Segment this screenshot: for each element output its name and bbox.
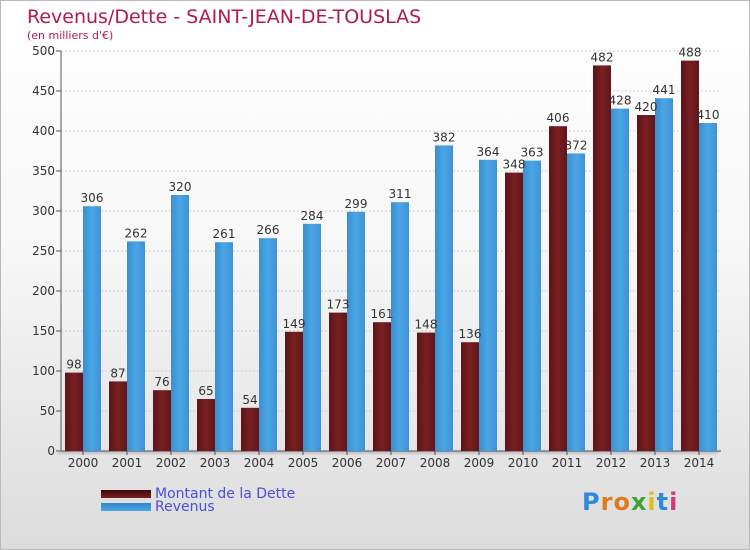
- bar-dette: [65, 372, 83, 451]
- bar-dette: [593, 65, 611, 452]
- data-label-revenus: 428: [609, 94, 632, 108]
- bar-revenus: [83, 206, 101, 451]
- bar-revenus: [391, 202, 409, 451]
- bar-dette: [197, 399, 215, 451]
- data-label-revenus: 266: [257, 223, 280, 237]
- proxiti-logo: Proxiti: [582, 488, 679, 516]
- y-tick-label: 400: [32, 124, 55, 138]
- data-label-dette: 87: [110, 366, 125, 380]
- data-label-dette: 482: [591, 50, 614, 64]
- bar-dette: [373, 322, 391, 451]
- data-label-revenus: 261: [213, 227, 236, 241]
- bar-dette: [549, 126, 567, 451]
- x-tick-label: 2001: [112, 456, 143, 470]
- y-tick-label: 450: [32, 84, 55, 98]
- x-tick-label: 2011: [552, 456, 583, 470]
- y-tick-label: 150: [32, 324, 55, 338]
- data-label-dette: 65: [198, 384, 213, 398]
- bar-revenus: [347, 211, 365, 451]
- bar-revenus: [259, 238, 277, 451]
- x-tick-label: 2000: [68, 456, 99, 470]
- y-tick-label: 0: [47, 444, 55, 458]
- data-label-revenus: 372: [565, 138, 588, 152]
- bar-dette: [461, 342, 479, 451]
- x-tick-label: 2013: [640, 456, 671, 470]
- bar-dette: [329, 312, 347, 451]
- legend-swatch-revenus: [101, 503, 151, 511]
- bar-revenus: [171, 195, 189, 451]
- data-label-revenus: 320: [169, 180, 192, 194]
- bar-revenus: [215, 242, 233, 451]
- data-label-dette: 149: [283, 317, 306, 331]
- bar-dette: [153, 390, 171, 451]
- y-tick-label: 350: [32, 164, 55, 178]
- y-tick-label: 500: [32, 44, 55, 58]
- y-tick-label: 300: [32, 204, 55, 218]
- x-tick-label: 2010: [508, 456, 539, 470]
- data-label-revenus: 306: [81, 191, 104, 205]
- data-label-revenus: 382: [433, 130, 456, 144]
- data-label-dette: 136: [459, 327, 482, 341]
- data-label-revenus: 410: [697, 108, 720, 122]
- data-label-revenus: 441: [653, 83, 676, 97]
- bar-revenus: [699, 123, 717, 451]
- x-tick-label: 2012: [596, 456, 627, 470]
- x-tick-label: 2009: [464, 456, 495, 470]
- data-label-dette: 173: [327, 298, 350, 312]
- x-tick-label: 2005: [288, 456, 319, 470]
- x-tick-label: 2014: [684, 456, 715, 470]
- bar-revenus: [655, 98, 673, 451]
- y-tick-label: 50: [40, 404, 55, 418]
- x-tick-label: 2004: [244, 456, 275, 470]
- bar-revenus: [303, 223, 321, 451]
- legend-swatch-dette: [101, 490, 151, 498]
- bar-revenus: [479, 159, 497, 452]
- data-label-revenus: 363: [521, 146, 544, 160]
- legend-label-revenus: Revenus: [155, 499, 215, 515]
- data-label-revenus: 284: [301, 209, 324, 223]
- bar-revenus: [611, 108, 629, 451]
- bar-dette: [681, 60, 699, 451]
- data-label-revenus: 364: [477, 145, 500, 159]
- bar-revenus: [127, 241, 145, 451]
- chart-floor: [55, 451, 721, 455]
- data-label-dette: 98: [66, 358, 81, 372]
- bar-dette: [285, 331, 303, 451]
- data-label-dette: 76: [154, 375, 169, 389]
- x-tick-label: 2007: [376, 456, 407, 470]
- bar-dette: [505, 172, 523, 451]
- data-label-dette: 161: [371, 307, 394, 321]
- data-label-dette: 420: [635, 100, 658, 114]
- data-label-revenus: 262: [125, 226, 148, 240]
- data-label-dette: 54: [242, 393, 257, 407]
- bar-revenus: [567, 153, 585, 451]
- bar-revenus: [523, 160, 541, 451]
- data-label-dette: 488: [679, 46, 702, 60]
- x-tick-label: 2003: [200, 456, 231, 470]
- y-tick-label: 100: [32, 364, 55, 378]
- bar-revenus: [435, 145, 453, 451]
- bar-dette: [417, 332, 435, 451]
- bar-dette: [637, 115, 655, 451]
- chart-subtitle: (en milliers d'€): [27, 29, 114, 42]
- bar-dette: [241, 407, 259, 451]
- y-tick-label: 200: [32, 284, 55, 298]
- x-tick-label: 2006: [332, 456, 363, 470]
- data-label-dette: 406: [547, 111, 570, 125]
- x-tick-label: 2002: [156, 456, 187, 470]
- data-label-revenus: 299: [345, 197, 368, 211]
- data-label-dette: 348: [503, 158, 526, 172]
- x-tick-label: 2008: [420, 456, 451, 470]
- bar-dette: [109, 381, 127, 451]
- legend-label-dette: Montant de la Dette: [155, 486, 296, 502]
- y-tick-label: 250: [32, 244, 55, 258]
- data-label-dette: 148: [415, 318, 438, 332]
- chart-title: Revenus/Dette - SAINT-JEAN-DE-TOUSLAS: [27, 6, 422, 28]
- data-label-revenus: 311: [389, 187, 412, 201]
